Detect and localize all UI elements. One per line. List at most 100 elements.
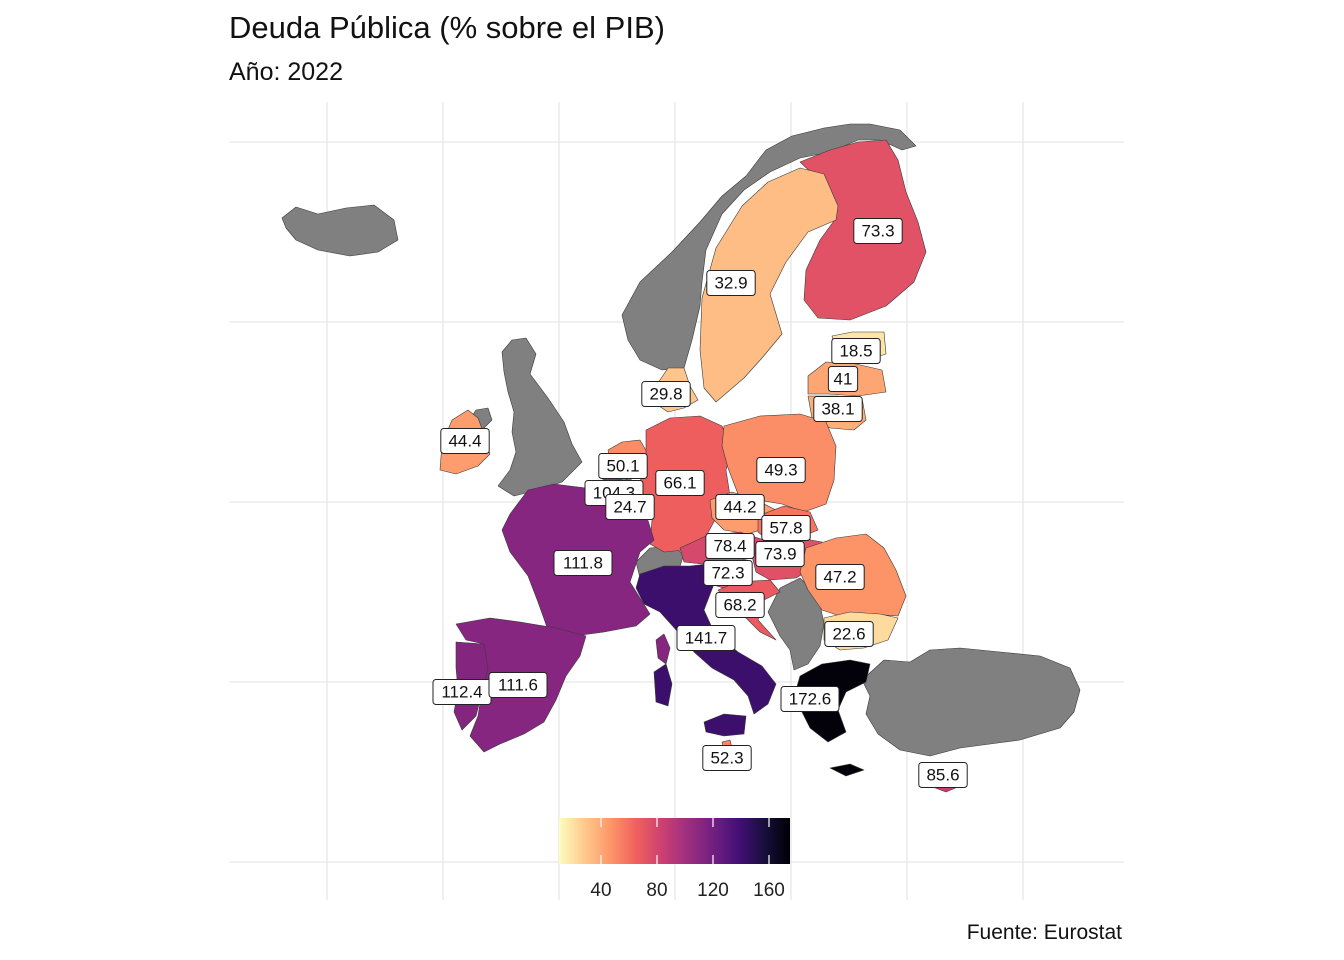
- value-label-text: 78.4: [713, 537, 746, 556]
- legend-tick-label: 40: [590, 880, 611, 901]
- value-label-box: [831, 338, 881, 364]
- value-label-box: [756, 457, 806, 483]
- value-label-text: 172.6: [789, 690, 832, 709]
- legend-tick-label: 80: [646, 880, 667, 901]
- value-label-austria: 78.4: [705, 533, 755, 559]
- value-label-box: [440, 428, 490, 454]
- country-greece: [795, 659, 871, 777]
- value-label-luxembourg: 24.7: [605, 494, 655, 520]
- legend-ticks: 40 80 120 160: [590, 818, 785, 901]
- value-label-estonia: 18.5: [831, 338, 881, 364]
- value-label-text: 24.7: [613, 498, 646, 517]
- value-label-text: 72.3: [711, 564, 744, 583]
- value-label-box: [715, 494, 765, 520]
- value-label-text: 32.9: [714, 274, 747, 293]
- value-label-box: [853, 218, 903, 244]
- value-label-box: [676, 625, 736, 651]
- legend-tick-label: 120: [697, 880, 729, 901]
- value-label-text: 141.7: [685, 629, 728, 648]
- value-label-hungary: 73.9: [755, 541, 805, 567]
- value-label-box: [780, 686, 840, 712]
- map-title: Deuda Pública (% sobre el PIB): [229, 10, 665, 45]
- value-label-box: [488, 672, 548, 698]
- no-data-countries: [281, 123, 1081, 757]
- value-label-box: [605, 494, 655, 520]
- map-subtitle: Año: 2022: [229, 58, 343, 86]
- value-label-text: 66.1: [663, 474, 696, 493]
- value-label-box: [918, 762, 968, 788]
- value-label-croatia: 68.2: [715, 592, 765, 618]
- value-label-box: [702, 745, 752, 771]
- value-label-slovakia: 57.8: [761, 515, 811, 541]
- legend-colorbar: [559, 818, 790, 864]
- value-label-text: 73.3: [861, 222, 894, 241]
- country-sweden: [699, 167, 839, 403]
- value-label-france: 111.8: [553, 550, 613, 576]
- country-sardinia: [653, 663, 673, 707]
- value-label-bulgaria: 22.6: [824, 621, 874, 647]
- value-label-text: 38.1: [821, 400, 854, 419]
- country-corsica: [655, 633, 671, 665]
- value-label-malta: 52.3: [702, 745, 752, 771]
- value-label-latvia: 41: [827, 366, 859, 392]
- value-label-finland: 73.3: [853, 218, 903, 244]
- value-label-text: 85.6: [926, 766, 959, 785]
- value-label-text: 44.2: [723, 498, 756, 517]
- country-sicily: [703, 713, 747, 737]
- value-label-text: 73.9: [763, 545, 796, 564]
- value-label-text: 22.6: [832, 625, 865, 644]
- value-label-greece: 172.6: [780, 686, 840, 712]
- value-label-box: [824, 621, 874, 647]
- value-label-text: 44.4: [448, 432, 481, 451]
- value-label-text: 50.1: [606, 457, 639, 476]
- value-label-text: 52.3: [710, 749, 743, 768]
- value-label-spain: 111.6: [488, 672, 548, 698]
- value-label-text: 111.6: [498, 676, 538, 695]
- value-label-box: [761, 515, 811, 541]
- value-label-box: [755, 541, 805, 567]
- map-caption: Fuente: Eurostat: [966, 921, 1122, 944]
- color-legend: 40 80 120 160: [559, 818, 790, 901]
- value-label-text: 68.2: [723, 596, 756, 615]
- value-label-box: [598, 453, 648, 479]
- value-label-text: 29.8: [649, 385, 682, 404]
- value-labels: 73.332.918.54138.129.844.4104.350.124.76…: [432, 218, 968, 788]
- legend-tick-label: 160: [753, 880, 785, 901]
- value-label-text: 57.8: [769, 519, 802, 538]
- value-label-box: [655, 470, 705, 496]
- value-label-box: [641, 381, 691, 407]
- value-label-lithuania: 38.1: [813, 396, 863, 422]
- value-label-text: 41: [834, 370, 853, 389]
- value-label-ireland: 44.4: [440, 428, 490, 454]
- value-label-italy: 141.7: [676, 625, 736, 651]
- value-label-cyprus: 85.6: [918, 762, 968, 788]
- value-label-box: [715, 592, 765, 618]
- value-label-slovenia: 72.3: [703, 560, 753, 586]
- value-label-poland: 49.3: [756, 457, 806, 483]
- value-label-box: [815, 564, 865, 590]
- value-label-germany: 66.1: [655, 470, 705, 496]
- value-label-czechia: 44.2: [715, 494, 765, 520]
- country-balkans: [767, 577, 825, 671]
- value-label-box: [827, 366, 859, 392]
- value-label-text: 111.8: [563, 554, 603, 573]
- value-label-box: [705, 533, 755, 559]
- value-label-portugal: 112.4: [432, 679, 492, 705]
- value-label-netherlands: 50.1: [598, 453, 648, 479]
- value-label-text: 18.5: [839, 342, 872, 361]
- country-norway: [621, 123, 917, 371]
- value-label-sweden: 32.9: [706, 270, 756, 296]
- value-label-box: [706, 270, 756, 296]
- country-iceland: [281, 204, 399, 257]
- country-turkey: [861, 647, 1081, 757]
- value-label-denmark: 29.8: [641, 381, 691, 407]
- value-label-text: 112.4: [441, 683, 482, 702]
- value-label-box: [553, 550, 613, 576]
- value-label-romania: 47.2: [815, 564, 865, 590]
- value-label-text: 49.3: [764, 461, 797, 480]
- value-label-box: [703, 560, 753, 586]
- value-label-text: 47.2: [823, 568, 856, 587]
- value-label-box: [813, 396, 863, 422]
- country-united-kingdom: [497, 337, 583, 497]
